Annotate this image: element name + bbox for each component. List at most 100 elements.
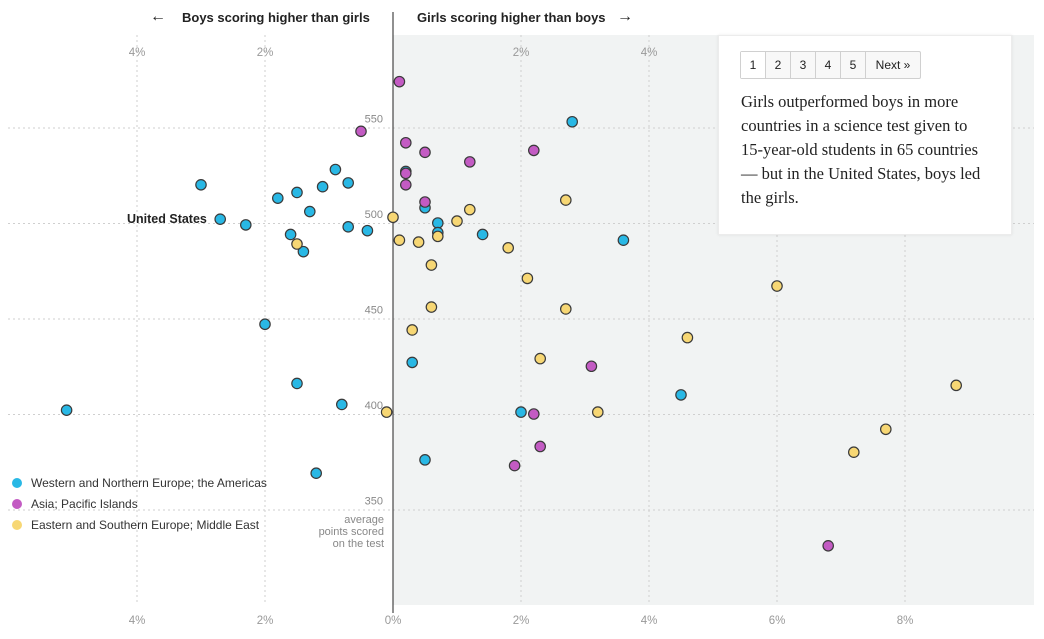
boys-higher-label: Boys scoring higher than girls xyxy=(182,10,370,25)
data-point-asia xyxy=(419,146,431,159)
data-point-asia xyxy=(527,408,540,420)
data-point-western xyxy=(419,454,431,466)
right-arrow-icon: → xyxy=(617,8,633,25)
data-point-asia xyxy=(822,539,834,552)
data-point-western xyxy=(271,192,284,204)
data-point-eastern xyxy=(425,259,438,271)
data-point-western xyxy=(406,356,418,369)
page-1-button[interactable]: 1 xyxy=(741,52,766,78)
data-point-western xyxy=(515,406,527,418)
data-point-eastern xyxy=(425,301,438,313)
legend-swatch-asia xyxy=(12,498,22,509)
highlight-label-united-states: United States xyxy=(127,212,207,226)
data-point-eastern xyxy=(387,211,399,224)
data-point-western xyxy=(240,219,252,231)
data-point-western xyxy=(291,377,303,390)
data-point-eastern xyxy=(380,406,393,418)
data-point-asia xyxy=(534,440,546,453)
y-axis-label: average points scored on the test xyxy=(318,514,384,550)
data-point-western xyxy=(195,179,207,191)
data-point-asia xyxy=(399,136,412,149)
annotation-text: Girls outperformed boys in more countrie… xyxy=(741,92,981,207)
data-point-western xyxy=(60,404,73,416)
data-points xyxy=(60,75,962,552)
page-2-button[interactable]: 2 xyxy=(766,52,791,78)
legend: Western and Northern Europe; the America… xyxy=(12,472,267,535)
data-point-western xyxy=(431,217,444,229)
data-point-western xyxy=(617,234,630,246)
left-arrow-icon: ← xyxy=(150,8,166,25)
data-point-western xyxy=(259,318,271,331)
next-page-button[interactable]: Next » xyxy=(875,58,911,72)
data-point-asia xyxy=(527,144,540,157)
data-point-eastern xyxy=(681,331,694,344)
page-4-button[interactable]: 4 xyxy=(816,52,841,78)
bottom-x-tick-label: 2% xyxy=(513,615,530,627)
data-point-western xyxy=(342,177,354,189)
data-point-asia xyxy=(399,179,412,191)
legend-label-asia: Asia; Pacific Islands xyxy=(31,496,138,511)
top-x-tick-label: 4% xyxy=(641,47,658,59)
y-tick-label: 550 xyxy=(365,114,383,126)
data-point-asia xyxy=(399,167,412,180)
legend-swatch-eastern xyxy=(12,519,22,530)
data-point-western xyxy=(214,213,226,225)
data-point-eastern xyxy=(591,406,604,418)
legend-swatch-western xyxy=(12,477,22,488)
data-point-western xyxy=(297,245,310,258)
y-tick-label: 350 xyxy=(365,496,383,508)
legend-label-eastern: Eastern and Southern Europe; Middle East xyxy=(31,517,260,532)
bottom-x-tick-label: 6% xyxy=(769,615,786,627)
data-point-asia xyxy=(585,360,598,373)
bottom-x-tick-label: 8% xyxy=(897,615,914,627)
data-point-eastern xyxy=(559,303,572,315)
tick-labels: 4% 2% 2% 4% 4% 2% 0% 2% 4% 6% 8% 550 500 450 400 350 xyxy=(129,47,914,627)
data-point-eastern xyxy=(847,446,860,458)
data-point-western xyxy=(335,398,348,411)
data-point-western xyxy=(566,115,578,128)
data-point-western xyxy=(303,205,316,218)
data-point-western xyxy=(284,228,297,241)
data-point-eastern xyxy=(950,379,962,392)
y-tick-label: 450 xyxy=(365,305,383,317)
legend-label-western: Western and Northern Europe; the America… xyxy=(31,475,267,490)
bottom-x-tick-label: 0% xyxy=(385,615,402,627)
y-tick-label: 400 xyxy=(365,400,383,412)
bottom-x-tick-label: 4% xyxy=(641,615,658,627)
legend-item-eastern: Eastern and Southern Europe; Middle East xyxy=(12,514,267,535)
data-point-asia xyxy=(355,125,367,138)
data-point-asia xyxy=(419,196,431,208)
data-point-asia xyxy=(463,156,476,168)
pagination: 1 2 3 4 5 Next » xyxy=(740,51,921,79)
data-point-western xyxy=(342,221,354,233)
data-point-eastern xyxy=(559,194,572,206)
top-x-tick-label: 2% xyxy=(513,47,530,59)
data-point-eastern xyxy=(879,423,892,436)
data-point-eastern xyxy=(463,203,476,216)
data-point-western xyxy=(361,224,374,237)
data-point-western xyxy=(291,186,303,199)
data-point-eastern xyxy=(771,280,783,292)
data-point-eastern xyxy=(291,238,303,250)
top-x-tick-label: 4% xyxy=(129,47,146,59)
data-point-western xyxy=(675,389,687,401)
top-x-tick-label: 2% xyxy=(257,47,274,59)
y-tick-label: 500 xyxy=(365,209,383,221)
data-point-eastern xyxy=(534,352,546,365)
bottom-x-tick-label: 4% xyxy=(129,615,146,627)
data-point-eastern xyxy=(451,215,463,227)
bottom-x-tick-label: 2% xyxy=(257,615,274,627)
data-point-western xyxy=(329,163,342,176)
data-point-eastern xyxy=(502,242,514,254)
legend-item-western: Western and Northern Europe; the America… xyxy=(12,472,267,493)
data-point-western xyxy=(316,180,329,193)
data-point-eastern xyxy=(412,236,425,248)
data-point-eastern xyxy=(521,272,534,285)
page-5-button[interactable]: 5 xyxy=(841,52,866,78)
page-3-button[interactable]: 3 xyxy=(791,52,816,78)
data-point-eastern xyxy=(431,230,444,243)
data-point-eastern xyxy=(406,324,418,336)
data-point-eastern xyxy=(393,234,406,246)
data-point-asia xyxy=(508,459,521,472)
data-point-asia xyxy=(393,75,406,88)
